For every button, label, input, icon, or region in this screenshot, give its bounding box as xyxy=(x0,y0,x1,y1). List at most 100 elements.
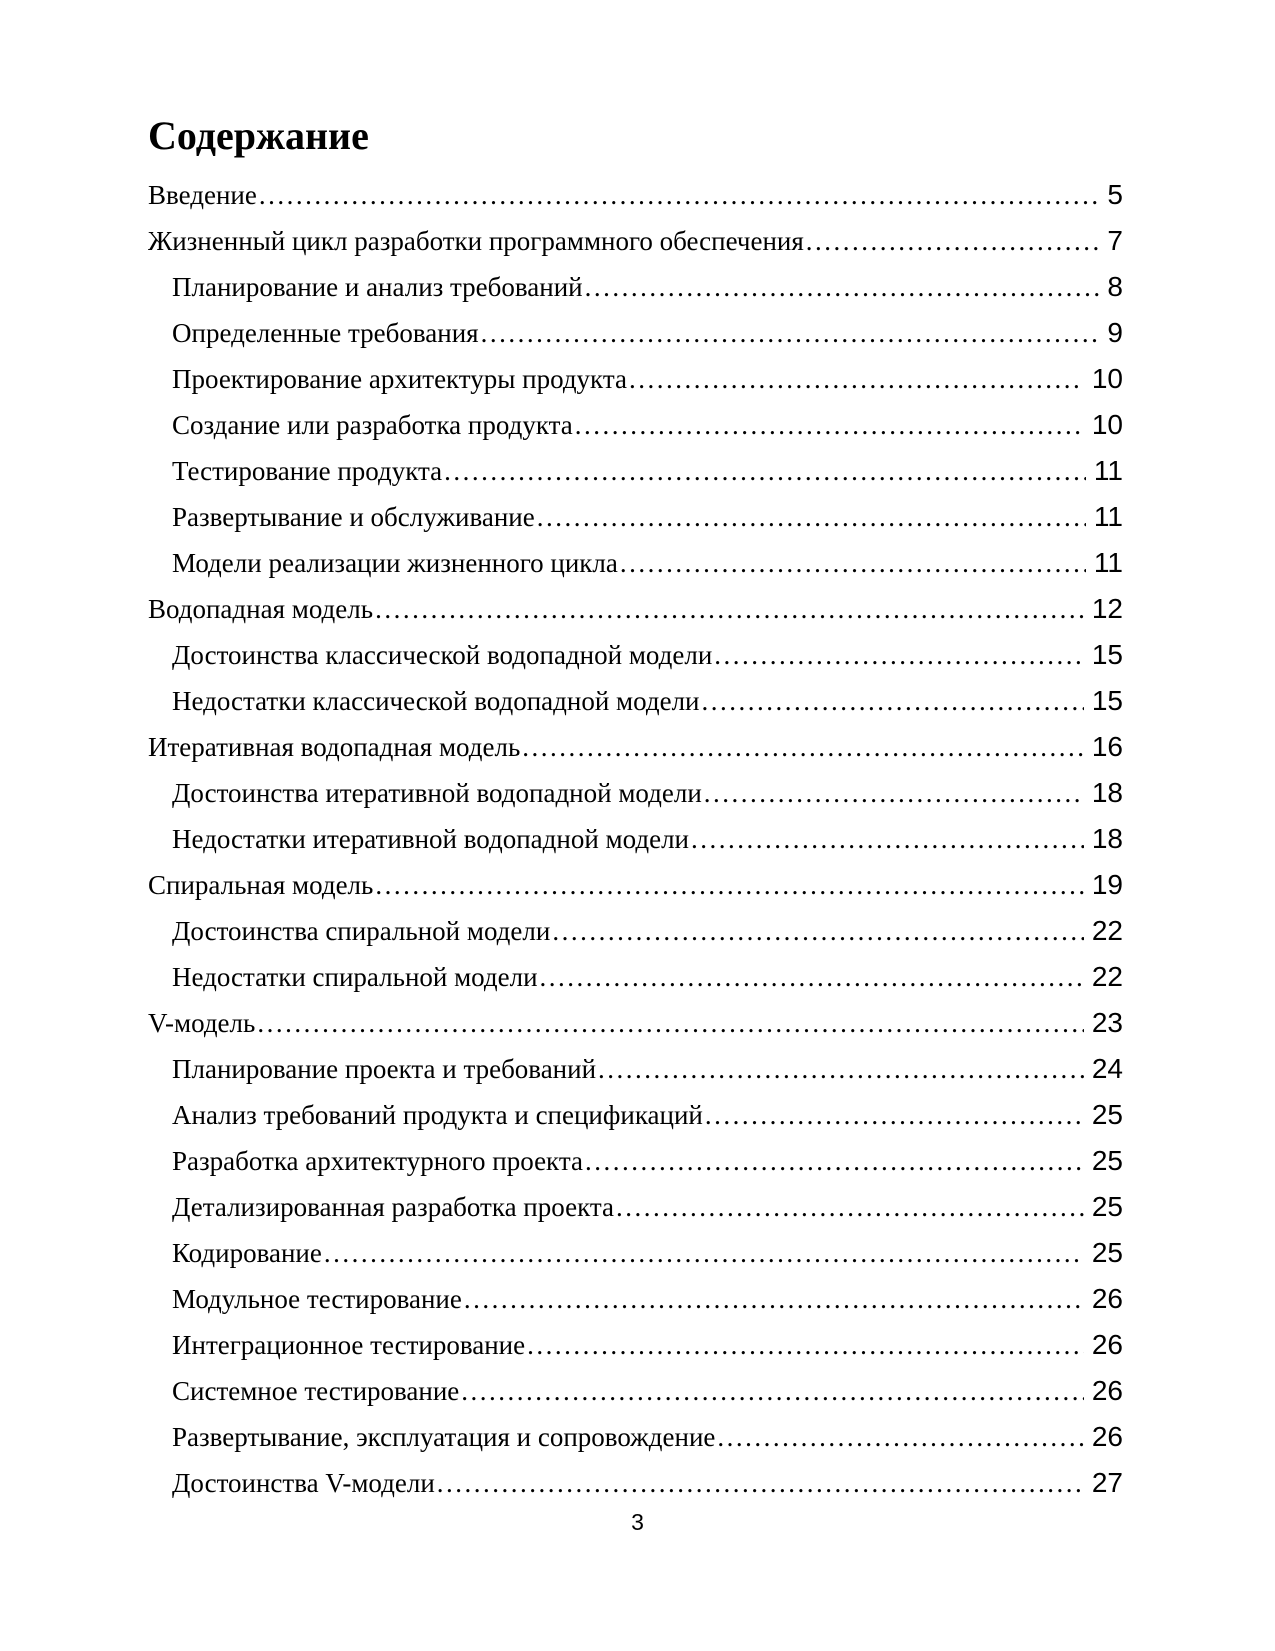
toc-leader-dots xyxy=(616,1184,1084,1230)
toc-leader-dots xyxy=(522,724,1084,770)
toc-entry-label: Водопадная модель xyxy=(148,594,374,624)
toc-entry-label: Недостатки спиральной модели xyxy=(172,962,538,992)
toc-entry-page: 12 xyxy=(1091,593,1123,624)
toc-entry-label: Развертывание и обслуживание xyxy=(172,502,535,532)
toc-entry[interactable]: Кодирование 25 xyxy=(148,1230,1123,1276)
toc-entry-label: Развертывание, эксплуатация и сопровожде… xyxy=(172,1422,716,1452)
toc-leader-dots xyxy=(537,494,1086,540)
toc-entry[interactable]: Создание или разработка продукта 10 xyxy=(148,402,1123,448)
toc-entry-label: Достоинства V-модели xyxy=(172,1468,435,1498)
toc-entry-label: V-модель xyxy=(148,1008,256,1038)
toc-entry[interactable]: Проектирование архитектуры продукта 10 xyxy=(148,356,1123,402)
toc-entry-page: 11 xyxy=(1093,455,1123,486)
toc-leader-dots xyxy=(444,448,1086,494)
toc-entry-label: Недостатки классической водопадной модел… xyxy=(172,686,700,716)
toc-leader-dots xyxy=(620,540,1086,586)
toc-entry[interactable]: Модели реализации жизненного цикла 11 xyxy=(148,540,1123,586)
toc-entry-label: Разработка архитектурного проекта xyxy=(172,1146,583,1176)
toc-entry[interactable]: Планирование проекта и требований 24 xyxy=(148,1046,1123,1092)
toc-entry-page: 24 xyxy=(1091,1053,1123,1084)
toc-leader-dots xyxy=(464,1276,1084,1322)
toc-leader-dots xyxy=(437,1460,1084,1506)
toc-entry[interactable]: Планирование и анализ требований 8 xyxy=(148,264,1123,310)
toc-entry-label: Спиральная модель xyxy=(148,870,374,900)
toc-entry[interactable]: Достоинства классической водопадной моде… xyxy=(148,632,1123,678)
toc-entry-page: 22 xyxy=(1091,961,1123,992)
toc-leader-dots xyxy=(259,172,1100,218)
toc-entry-page: 25 xyxy=(1091,1145,1123,1176)
toc-entry[interactable]: Определенные требования 9 xyxy=(148,310,1123,356)
toc-entry[interactable]: Системное тестирование 26 xyxy=(148,1368,1123,1414)
toc-entry-label: Тестирование продукта xyxy=(172,456,443,486)
toc-entry-label: Планирование и анализ требований xyxy=(172,272,583,302)
toc-entry[interactable]: Итеративная водопадная модель 16 xyxy=(148,724,1123,770)
toc-entry-page: 10 xyxy=(1091,409,1123,440)
toc-leader-dots xyxy=(481,310,1100,356)
toc-leader-dots xyxy=(717,1414,1083,1460)
toc-leader-dots xyxy=(705,1092,1084,1138)
toc-entry-page: 26 xyxy=(1091,1375,1123,1406)
toc-entry-page: 27 xyxy=(1091,1467,1123,1498)
toc-entry-label: Интеграционное тестирование xyxy=(172,1330,526,1360)
toc-entry[interactable]: Модульное тестирование 26 xyxy=(148,1276,1123,1322)
toc-entry-page: 8 xyxy=(1107,271,1123,302)
toc-entry-page: 25 xyxy=(1091,1099,1123,1130)
toc-entry[interactable]: Анализ требований продукта и спецификаци… xyxy=(148,1092,1123,1138)
toc-entry-label: Проектирование архитектуры продукта xyxy=(172,364,627,394)
toc-entry-label: Достоинства итеративной водопадной модел… xyxy=(172,778,702,808)
toc-entry-label: Детализированная разработка проекта xyxy=(172,1192,614,1222)
toc-leader-dots xyxy=(575,402,1084,448)
toc-entry[interactable]: Введение 5 xyxy=(148,172,1123,218)
toc-entry[interactable]: Недостатки классической водопадной модел… xyxy=(148,678,1123,724)
toc-entry[interactable]: Интеграционное тестирование 26 xyxy=(148,1322,1123,1368)
toc-entry-page: 26 xyxy=(1091,1329,1123,1360)
toc-entry-label: Создание или разработка продукта xyxy=(172,410,573,440)
toc-entry[interactable]: Разработка архитектурного проекта 25 xyxy=(148,1138,1123,1184)
toc-entry[interactable]: Достоинства итеративной водопадной модел… xyxy=(148,770,1123,816)
toc-leader-dots xyxy=(714,632,1084,678)
toc-entry-label: Недостатки итеративной водопадной модели xyxy=(172,824,690,854)
toc-entry-page: 26 xyxy=(1091,1421,1123,1452)
toc-entry[interactable]: Детализированная разработка проекта 25 xyxy=(148,1184,1123,1230)
toc-list: Введение 5 Жизненный цикл разработки прогр… xyxy=(148,172,1123,1506)
toc-entry-page: 5 xyxy=(1107,179,1123,210)
toc-leader-dots xyxy=(257,1000,1084,1046)
toc-entry-page: 22 xyxy=(1091,915,1123,946)
toc-entry-label: Модели реализации жизненного цикла xyxy=(172,548,618,578)
toc-leader-dots xyxy=(552,908,1084,954)
toc-entry-page: 26 xyxy=(1091,1283,1123,1314)
toc-entry[interactable]: Водопадная модель 12 xyxy=(148,586,1123,632)
toc-entry-page: 7 xyxy=(1107,225,1123,256)
toc-entry-page: 16 xyxy=(1091,731,1123,762)
toc-leader-dots xyxy=(324,1230,1084,1276)
toc-entry-label: Планирование проекта и требований xyxy=(172,1054,597,1084)
toc-entry[interactable]: Достоинства V-модели 27 xyxy=(148,1460,1123,1506)
toc-entry[interactable]: V-модель 23 xyxy=(148,1000,1123,1046)
toc-entry[interactable]: Развертывание и обслуживание 11 xyxy=(148,494,1123,540)
toc-entry-label: Модульное тестирование xyxy=(172,1284,462,1314)
toc-entry-label: Достоинства спиральной модели xyxy=(172,916,551,946)
toc-entry[interactable]: Недостатки итеративной водопадной модели… xyxy=(148,816,1123,862)
toc-entry-page: 11 xyxy=(1093,501,1123,532)
toc-leader-dots xyxy=(704,770,1084,816)
toc-entry[interactable]: Спиральная модель 19 xyxy=(148,862,1123,908)
toc-title: Содержание xyxy=(148,113,369,158)
toc-entry-page: 10 xyxy=(1091,363,1123,394)
toc-entry[interactable]: Жизненный цикл разработки программного о… xyxy=(148,218,1123,264)
toc-entry-page: 11 xyxy=(1093,547,1123,578)
toc-entry[interactable]: Недостатки спиральной модели 22 xyxy=(148,954,1123,1000)
toc-entry[interactable]: Достоинства спиральной модели 22 xyxy=(148,908,1123,954)
toc-leader-dots xyxy=(527,1322,1084,1368)
toc-entry-page: 25 xyxy=(1091,1191,1123,1222)
toc-entry[interactable]: Развертывание, эксплуатация и сопровожде… xyxy=(148,1414,1123,1460)
toc-entry[interactable]: Тестирование продукта 11 xyxy=(148,448,1123,494)
toc-entry-page: 25 xyxy=(1091,1237,1123,1268)
toc-entry-label: Кодирование xyxy=(172,1238,322,1268)
toc-entry-page: 15 xyxy=(1091,639,1123,670)
toc-leader-dots xyxy=(806,218,1100,264)
toc-leader-dots xyxy=(598,1046,1084,1092)
toc-entry-page: 15 xyxy=(1091,685,1123,716)
toc-entry-label: Введение xyxy=(148,180,257,210)
page-number-footer: 3 xyxy=(631,1509,644,1535)
